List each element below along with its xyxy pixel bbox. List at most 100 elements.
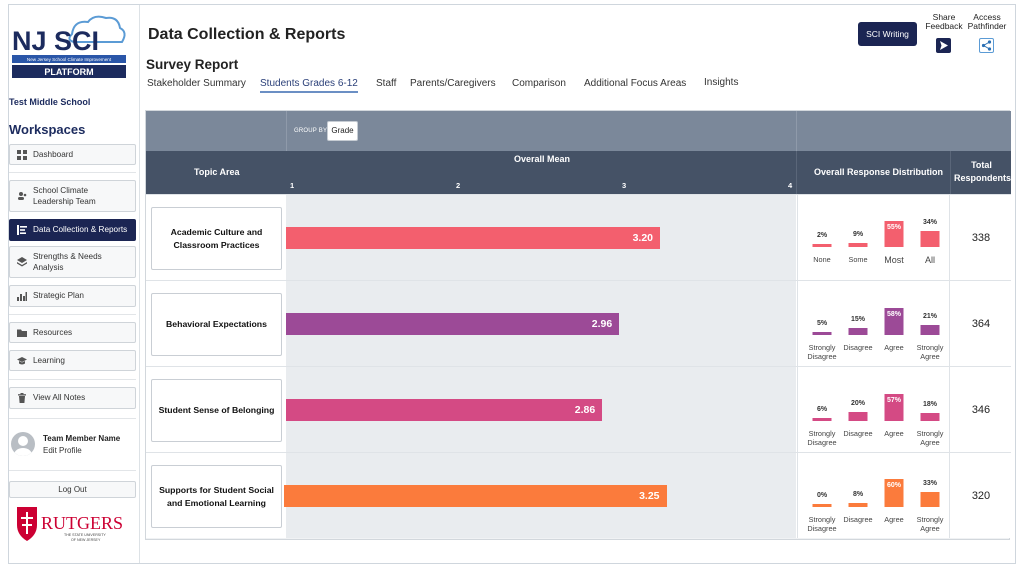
distribution-percent: 2%	[816, 232, 828, 239]
distribution-bar	[812, 332, 832, 335]
nav-resources[interactable]: Resources	[9, 322, 136, 343]
distribution-percent: 0%	[816, 492, 828, 499]
mean-bar-track: 2.96	[286, 281, 796, 366]
column-separator	[286, 111, 287, 151]
distribution-column: 9% Some	[841, 195, 875, 280]
distribution-percent: 15%	[850, 316, 865, 323]
nav-data-collection-label: Data Collection & Reports	[33, 225, 128, 235]
nav-strengths-needs-analysis[interactable]: Strengths & Needs Analysis	[9, 246, 136, 278]
distribution-label: Agree	[884, 343, 904, 352]
distribution-bar: 60%	[884, 479, 904, 507]
distribution-column: 0% Strongly Disagree	[805, 453, 839, 538]
axis-tick-3: 3	[622, 181, 627, 190]
header-topic-area: Topic Area	[194, 167, 240, 177]
logout-button[interactable]: Log Out	[9, 481, 136, 498]
rutgers-line2: OF NEW JERSEY	[71, 538, 101, 542]
total-respondents: 346	[971, 403, 991, 416]
rutgers-line1: THE STATE UNIVERSITY	[64, 533, 106, 537]
tab-stakeholder-summary[interactable]: Stakeholder Summary	[147, 78, 246, 89]
axis-tick-2: 2	[456, 181, 461, 190]
send-icon	[940, 41, 948, 50]
distribution-label: Agree	[884, 429, 904, 438]
nav-resources-label: Resources	[33, 327, 73, 337]
distribution-label: Agree	[884, 515, 904, 524]
distribution-column: 6% Strongly Disagree	[805, 367, 839, 452]
header-resp-line1: Total	[971, 160, 992, 170]
access-pathfinder-button[interactable]	[979, 38, 994, 53]
survey-report-title: Survey Report	[146, 57, 239, 72]
trash-icon	[18, 393, 26, 403]
share-feedback-label: Share Feedback	[925, 12, 963, 32]
distribution-bar	[848, 411, 868, 421]
page-title: Data Collection & Reports	[148, 26, 346, 43]
nav-learning[interactable]: Learning	[9, 350, 136, 371]
distribution-label: None	[813, 255, 831, 264]
tab-additional-focus-areas[interactable]: Additional Focus Areas	[584, 78, 687, 89]
rutgers-wordmark: RUTGERS	[41, 513, 123, 533]
response-distribution: 6% Strongly Disagree 20% Disagree 57% Agree 18…	[797, 367, 950, 452]
distribution-bar	[920, 412, 940, 421]
nav-strategic-label: Strategic Plan	[33, 291, 84, 301]
tab-students-grades-6-12[interactable]: Students Grades 6-12	[260, 78, 358, 93]
tab-parents-caregivers[interactable]: Parents/Caregivers	[410, 78, 496, 89]
school-name: Test Middle School	[9, 97, 91, 107]
distribution-percent: 5%	[816, 320, 828, 327]
share-nodes-icon	[981, 40, 992, 51]
group-by-band	[146, 111, 1011, 151]
user-icon	[14, 436, 32, 456]
distribution-label: Strongly Agree	[916, 429, 944, 448]
nav-school-climate-leadership-team[interactable]: School Climate Leadership Team	[9, 180, 136, 212]
sci-writing-button[interactable]: SCI Writing	[858, 22, 917, 46]
header-separator	[950, 151, 951, 194]
table-row: Student Sense of Belonging 2.86 6% Strongly…	[146, 366, 1011, 452]
topic-area-card[interactable]: Student Sense of Belonging	[151, 379, 282, 442]
logo-tagline: New Jersey School Climate Improvement	[27, 57, 112, 62]
edit-profile-link[interactable]: Edit Profile	[43, 446, 82, 455]
distribution-bar: 58%	[884, 307, 904, 335]
nav-dashboard[interactable]: Dashboard	[9, 144, 136, 165]
nav-notes-label: View All Notes	[33, 393, 86, 403]
distribution-label: Strongly Disagree	[807, 429, 837, 448]
total-respondents: 320	[971, 489, 991, 502]
distribution-percent: 21%	[922, 313, 937, 321]
nav-view-all-notes[interactable]: View All Notes	[9, 387, 136, 409]
header-total-respondents: Total Respondents	[954, 159, 1011, 185]
group-by-grade-button[interactable]: Grade	[327, 121, 358, 141]
chart-icon	[17, 292, 27, 301]
survey-report-table: GROUP BY Grade Topic Area Overall Mean 1…	[145, 110, 1011, 540]
nav-strategic-plan[interactable]: Strategic Plan	[9, 285, 136, 307]
distribution-percent: 33%	[922, 479, 937, 487]
access-line1: Access	[973, 12, 1001, 22]
header-separator	[796, 151, 797, 194]
folder-icon	[17, 329, 27, 337]
share-feedback-button[interactable]	[936, 38, 951, 53]
distribution-bar	[848, 328, 868, 335]
response-distribution: 5% Strongly Disagree 15% Disagree 58% Agree 21…	[797, 281, 950, 366]
distribution-bar	[920, 491, 940, 507]
rutgers-logo: RUTGERS THE STATE UNIVERSITY OF NEW JERS…	[17, 507, 123, 542]
distribution-label: Strongly Disagree	[807, 515, 837, 534]
logo-title: NJ SCI	[12, 26, 99, 56]
tab-staff[interactable]: Staff	[376, 78, 397, 89]
tab-comparison[interactable]: Comparison	[512, 78, 566, 89]
distribution-label: Most	[884, 255, 904, 265]
share-line1: Share	[932, 12, 956, 22]
nav-dashboard-label: Dashboard	[33, 149, 74, 159]
avatar[interactable]	[11, 432, 35, 456]
tab-insights[interactable]: Insights	[704, 77, 739, 88]
logo-platform: PLATFORM	[44, 67, 93, 77]
distribution-label: Strongly Agree	[916, 343, 944, 362]
topic-area-card[interactable]: Supports for Student Social and Emotiona…	[151, 465, 282, 528]
axis-tick-4: 4	[788, 181, 793, 190]
distribution-bar	[920, 231, 940, 247]
nav-strengths-line1: Strengths & Needs	[33, 251, 102, 261]
topic-area-card[interactable]: Academic Culture and Classroom Practices	[151, 207, 282, 270]
nav-data-collection-reports[interactable]: Data Collection & Reports	[9, 219, 136, 241]
nav-sclt-label: School Climate Leadership Team	[33, 185, 96, 207]
distribution-column: 55% Most	[877, 195, 911, 280]
nav-learning-label: Learning	[33, 355, 65, 365]
distribution-percent: 20%	[850, 399, 865, 407]
distribution-bar	[848, 503, 868, 507]
mean-bar: 3.25	[284, 485, 667, 507]
topic-area-card[interactable]: Behavioral Expectations	[151, 293, 282, 356]
